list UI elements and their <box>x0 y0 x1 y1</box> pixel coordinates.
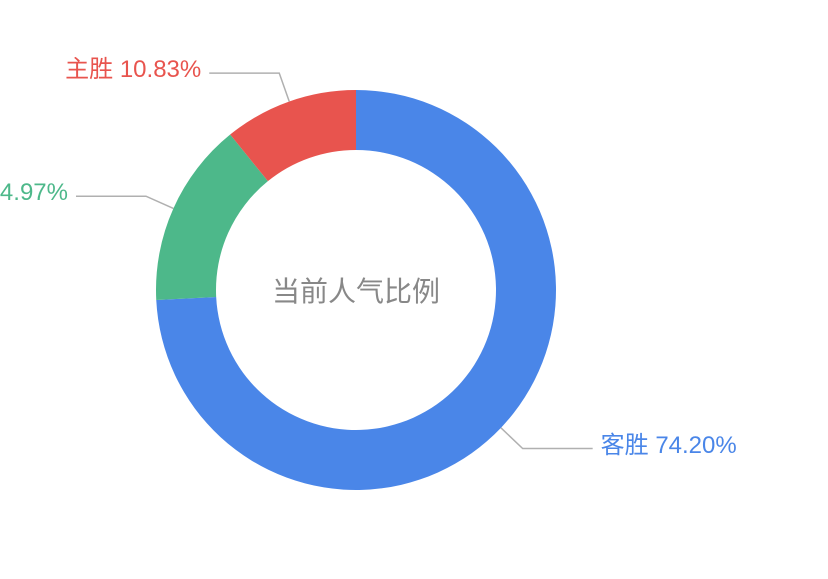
leader-line <box>209 73 289 101</box>
leader-line <box>76 196 173 208</box>
slice-label-away-win: 客胜 74.20% <box>601 432 737 461</box>
leader-line <box>501 428 593 449</box>
chart-center-title: 当前人气比例 <box>272 270 440 310</box>
slice-label-home-win: 主胜 10.83% <box>65 56 201 85</box>
slice-label-draw: 平局 14.97% <box>0 179 68 208</box>
popularity-donut-chart: 当前人气比例 客胜 74.20% 平局 14.97% 主胜 10.83% <box>0 0 828 579</box>
